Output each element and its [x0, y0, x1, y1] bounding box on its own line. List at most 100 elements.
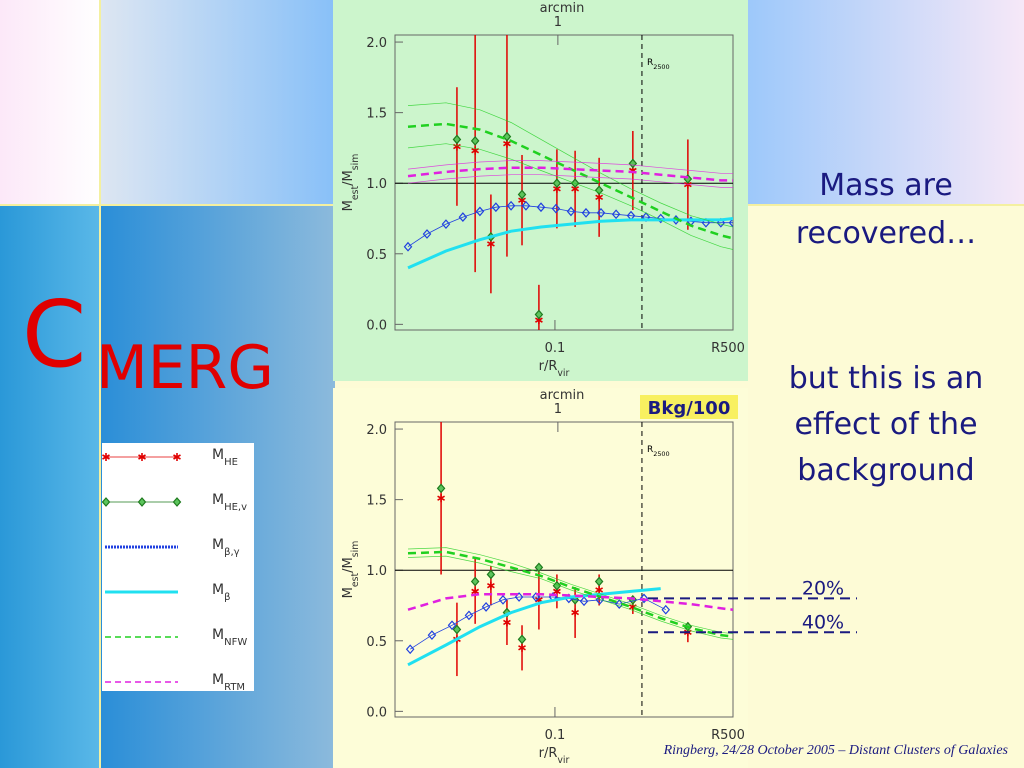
diamond-marker [101, 497, 111, 507]
asterisk-stroke [138, 454, 146, 460]
asterisk-marker [503, 618, 511, 627]
asterisk-marker [138, 453, 146, 461]
legend-name: M [212, 537, 224, 553]
y-tick-label: 2.0 [366, 423, 387, 438]
y-tick-label: 0.0 [366, 705, 387, 720]
legend-label: MHE,v [212, 492, 247, 513]
asterisk-stroke [595, 587, 604, 593]
y-axis-label: Mest/Msim [341, 541, 361, 599]
uncertainty-band [407, 160, 733, 174]
x-axis-label-part: r/R [539, 746, 558, 761]
asterisk-stroke [595, 194, 604, 201]
legend-name-sub: NFW [224, 637, 247, 648]
y-axis-label-part: sim [350, 541, 361, 558]
asterisk-stroke [487, 241, 495, 247]
y-tick-label: 0.5 [366, 635, 387, 650]
bg-panel [0, 205, 100, 768]
y-tick-label: 1.5 [366, 107, 387, 122]
bg-panel [745, 0, 1024, 205]
uncertainty-band [407, 555, 733, 640]
r2500-label-part: 2500 [653, 63, 669, 71]
caption-line: Mass are [819, 168, 953, 203]
asterisk-marker [437, 494, 445, 503]
y-axis-label-part: M [341, 200, 356, 211]
title-initial: C [22, 281, 86, 388]
x-tick-label: 0.1 [545, 728, 566, 743]
r2500-label-part: R [647, 58, 653, 68]
asterisk-stroke [518, 197, 526, 203]
diamond-marker [405, 644, 415, 655]
plot-area [405, 422, 733, 677]
r2500-label-part: 2500 [653, 450, 669, 458]
asterisk-stroke [487, 583, 495, 589]
uncertainty-band [407, 143, 733, 250]
diamond-marker [728, 217, 733, 228]
asterisk-stroke [503, 619, 511, 626]
diamond-marker [172, 497, 182, 507]
diamond-marker [502, 131, 512, 142]
x-tick-label: 0.1 [545, 341, 566, 356]
y-axis-label-part: est [350, 573, 361, 588]
diamond-marker [552, 178, 562, 189]
series-line [409, 596, 666, 650]
asterisk-stroke [553, 588, 561, 595]
caption-line: but this is an [789, 361, 984, 396]
plot-area [403, 35, 733, 330]
diamond-marker [534, 309, 544, 320]
legend-name: M [212, 492, 224, 508]
diamond-marker [594, 185, 604, 196]
diamond-marker [594, 576, 604, 587]
top-axis-label: arcmin [540, 388, 585, 403]
diamond-marker [521, 200, 531, 211]
chart-panel [333, 388, 748, 768]
title-rest: MERG [96, 333, 274, 403]
diamond-marker [470, 576, 480, 587]
bg-panel [0, 0, 100, 205]
legend-label: MRTM [212, 672, 245, 693]
diamond-marker [447, 620, 457, 631]
legend-label: MNFW [212, 627, 247, 648]
y-axis-label-part: /M [341, 557, 356, 573]
y-axis-label-part: /M [341, 170, 356, 186]
legend-label: Mβ [212, 582, 230, 603]
r2500-label: R2500 [647, 58, 670, 71]
legend-label: MHE [212, 447, 238, 468]
legend-name-sub: HE,v [224, 502, 247, 513]
y-axis-label-part: sim [350, 154, 361, 171]
diamond-marker [403, 241, 413, 252]
diamond-marker [531, 592, 541, 602]
level-label: 20% [802, 577, 844, 599]
asterisk-stroke [571, 609, 580, 616]
asterisk-stroke [471, 588, 480, 595]
uncertainty-band [407, 547, 733, 635]
diamond-marker [536, 202, 546, 213]
diamond-marker [517, 189, 527, 200]
y-axis-label-part: est [350, 186, 361, 201]
diamond-marker [452, 134, 462, 145]
y-tick-label: 1.0 [366, 564, 387, 579]
diamond-marker [486, 569, 496, 580]
asterisk-stroke [571, 186, 580, 192]
asterisk-marker [487, 581, 495, 590]
legend-name-sub: HE [224, 457, 238, 468]
bg-panel [100, 0, 335, 205]
diamond-marker [551, 203, 561, 214]
diamond-marker [661, 604, 671, 615]
asterisk-marker [595, 585, 604, 594]
legend-name: M [212, 627, 224, 643]
diamond-marker [464, 610, 474, 621]
asterisk-marker [471, 146, 480, 155]
y-tick-label: 1.0 [366, 177, 387, 192]
series-line [407, 122, 733, 240]
diamond-marker [458, 212, 468, 222]
legend-name-sub: β,γ [224, 547, 240, 558]
x-axis-label: r/Rvir [539, 746, 570, 766]
diamond-marker [579, 596, 589, 607]
legend-name: M [212, 672, 224, 688]
diamond-marker [137, 497, 147, 507]
y-tick-label: 0.0 [366, 318, 387, 333]
diamond-marker [534, 562, 544, 573]
y-tick-label: 0.5 [366, 248, 387, 263]
